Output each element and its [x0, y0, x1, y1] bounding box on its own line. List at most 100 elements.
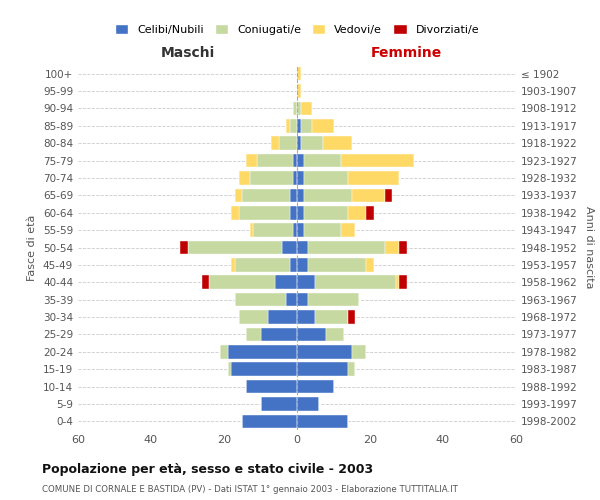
- Bar: [271, 136, 279, 150]
- Bar: [180, 240, 187, 254]
- Bar: [293, 224, 297, 237]
- Bar: [227, 345, 297, 358]
- Bar: [301, 119, 311, 132]
- Bar: [220, 345, 227, 358]
- Bar: [297, 119, 301, 132]
- Bar: [304, 171, 348, 185]
- Legend: Celibi/Nubili, Coniugati/e, Vedovi/e, Divorziati/e: Celibi/Nubili, Coniugati/e, Vedovi/e, Di…: [110, 20, 484, 39]
- Bar: [301, 102, 311, 115]
- Bar: [311, 119, 334, 132]
- Bar: [286, 293, 297, 306]
- Bar: [304, 224, 341, 237]
- Bar: [293, 102, 297, 115]
- Bar: [232, 362, 297, 376]
- Bar: [301, 136, 323, 150]
- Bar: [297, 102, 301, 115]
- Bar: [385, 188, 392, 202]
- Bar: [348, 310, 355, 324]
- Bar: [297, 345, 352, 358]
- Bar: [297, 397, 319, 410]
- Bar: [246, 328, 260, 341]
- Bar: [260, 328, 297, 341]
- Bar: [315, 310, 348, 324]
- Bar: [246, 154, 257, 168]
- Bar: [290, 119, 297, 132]
- Bar: [279, 136, 297, 150]
- Bar: [283, 240, 297, 254]
- Bar: [286, 119, 290, 132]
- Bar: [323, 136, 352, 150]
- Bar: [297, 276, 315, 289]
- Bar: [242, 188, 290, 202]
- Bar: [304, 188, 352, 202]
- Bar: [352, 345, 367, 358]
- Bar: [399, 276, 407, 289]
- Bar: [367, 206, 374, 220]
- Bar: [297, 258, 308, 272]
- Bar: [297, 414, 348, 428]
- Bar: [297, 380, 334, 394]
- Bar: [209, 276, 275, 289]
- Text: Maschi: Maschi: [160, 46, 215, 60]
- Bar: [290, 258, 297, 272]
- Bar: [187, 240, 283, 254]
- Bar: [239, 310, 268, 324]
- Bar: [395, 276, 399, 289]
- Bar: [227, 362, 232, 376]
- Bar: [297, 224, 304, 237]
- Bar: [202, 276, 209, 289]
- Bar: [367, 258, 374, 272]
- Bar: [268, 310, 297, 324]
- Bar: [341, 224, 355, 237]
- Bar: [308, 258, 367, 272]
- Bar: [260, 397, 297, 410]
- Bar: [297, 188, 304, 202]
- Bar: [297, 84, 301, 98]
- Y-axis label: Anni di nascita: Anni di nascita: [584, 206, 594, 289]
- Bar: [399, 240, 407, 254]
- Bar: [348, 171, 399, 185]
- Text: Popolazione per età, sesso e stato civile - 2003: Popolazione per età, sesso e stato civil…: [42, 462, 373, 475]
- Bar: [326, 328, 344, 341]
- Bar: [304, 206, 348, 220]
- Bar: [304, 154, 341, 168]
- Bar: [232, 206, 239, 220]
- Bar: [297, 67, 301, 80]
- Bar: [297, 328, 326, 341]
- Bar: [293, 171, 297, 185]
- Bar: [385, 240, 399, 254]
- Bar: [341, 154, 414, 168]
- Bar: [297, 310, 315, 324]
- Bar: [297, 362, 348, 376]
- Bar: [275, 276, 297, 289]
- Bar: [297, 240, 308, 254]
- Text: Femmine: Femmine: [371, 46, 442, 60]
- Bar: [308, 293, 359, 306]
- Bar: [293, 154, 297, 168]
- Bar: [239, 206, 290, 220]
- Bar: [290, 188, 297, 202]
- Bar: [235, 293, 286, 306]
- Bar: [235, 258, 290, 272]
- Bar: [246, 380, 297, 394]
- Bar: [352, 188, 385, 202]
- Bar: [239, 171, 250, 185]
- Bar: [257, 154, 293, 168]
- Bar: [253, 224, 293, 237]
- Bar: [250, 171, 293, 185]
- Bar: [297, 154, 304, 168]
- Bar: [297, 293, 308, 306]
- Bar: [348, 362, 355, 376]
- Bar: [242, 414, 297, 428]
- Bar: [308, 240, 385, 254]
- Y-axis label: Fasce di età: Fasce di età: [28, 214, 37, 280]
- Bar: [290, 206, 297, 220]
- Bar: [315, 276, 395, 289]
- Bar: [250, 224, 253, 237]
- Bar: [348, 206, 367, 220]
- Bar: [232, 258, 235, 272]
- Bar: [235, 188, 242, 202]
- Text: COMUNE DI CORNALE E BASTIDA (PV) - Dati ISTAT 1° gennaio 2003 - Elaborazione TUT: COMUNE DI CORNALE E BASTIDA (PV) - Dati …: [42, 485, 458, 494]
- Bar: [297, 171, 304, 185]
- Bar: [297, 206, 304, 220]
